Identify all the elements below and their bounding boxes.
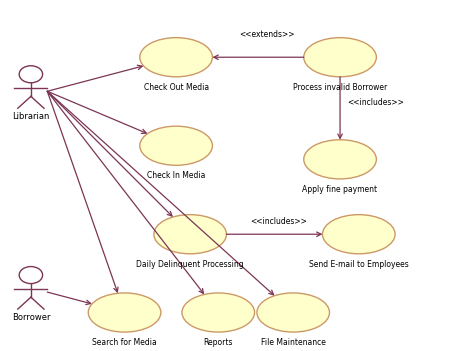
Text: Reports: Reports [203,338,233,347]
Text: Daily Delinquent Processing: Daily Delinquent Processing [137,260,244,269]
Text: Librarian: Librarian [12,112,50,121]
Ellipse shape [257,293,329,332]
Ellipse shape [140,38,212,77]
Text: Process invalid Borrower: Process invalid Borrower [293,83,387,92]
Text: <<extends>>: <<extends>> [240,29,295,39]
Text: File Maintenance: File Maintenance [261,338,326,347]
Ellipse shape [304,38,376,77]
Ellipse shape [322,215,395,254]
Text: <<includes>>: <<includes>> [251,217,308,226]
Text: Send E-mail to Employees: Send E-mail to Employees [309,260,409,269]
Ellipse shape [182,293,255,332]
Text: Check In Media: Check In Media [147,171,205,180]
Ellipse shape [88,293,161,332]
Text: <<includes>>: <<includes>> [347,98,404,107]
Ellipse shape [140,126,212,165]
Text: Apply fine payment: Apply fine payment [302,185,378,194]
Text: Search for Media: Search for Media [92,338,157,347]
Text: Check Out Media: Check Out Media [144,83,209,92]
Text: Borrower: Borrower [12,313,50,322]
Ellipse shape [154,215,227,254]
Ellipse shape [304,140,376,179]
